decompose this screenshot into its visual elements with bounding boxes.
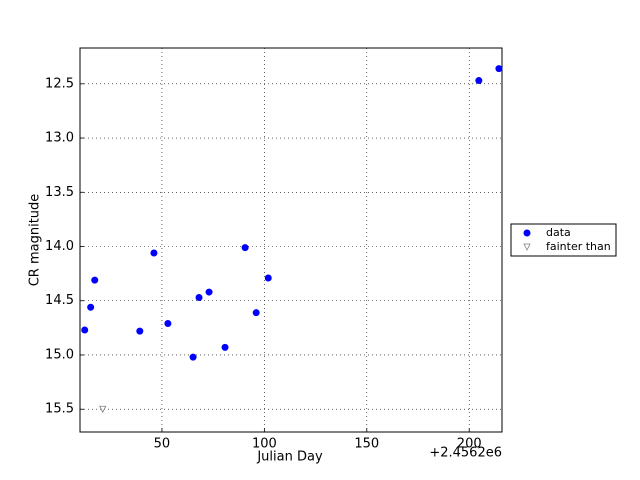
marker-circle — [195, 293, 203, 301]
marker-circle — [150, 249, 158, 257]
y-axis-label: CR magnitude — [28, 194, 43, 287]
y-tick-label: 15.5 — [45, 402, 74, 417]
marker-circle — [164, 320, 172, 328]
x-offset-label: +2.4562e6 — [429, 446, 502, 461]
plot-frame — [79, 47, 503, 433]
marker-circle — [136, 327, 144, 335]
y-tick-label: 12.5 — [45, 76, 74, 91]
legend-label: data — [546, 226, 571, 239]
marker-circle — [264, 274, 272, 282]
x-tick-label: 50 — [154, 437, 171, 452]
y-tick-label: 15.0 — [45, 347, 74, 362]
marker-circle — [189, 353, 197, 361]
marker-circle — [205, 288, 213, 296]
marker-circle — [241, 244, 249, 252]
y-tick-label: 13.5 — [45, 185, 74, 200]
marker-circle — [87, 303, 95, 311]
marker-circle — [221, 343, 229, 351]
legend-label: fainter than — [546, 240, 611, 253]
x-tick-label: 100 — [252, 437, 277, 452]
marker-circle — [475, 77, 483, 85]
marker-circle — [252, 309, 260, 317]
legend-marker — [523, 229, 531, 237]
x-axis-label: Julian Day — [256, 450, 323, 465]
y-tick-label: 14.5 — [45, 293, 74, 308]
marker-circle — [91, 276, 99, 284]
marker-circle — [81, 326, 89, 334]
legend-box — [510, 223, 617, 257]
legend-marker — [523, 243, 531, 251]
y-tick-label: 14.0 — [45, 239, 74, 254]
x-tick-label: 200 — [457, 437, 482, 452]
marker-circle — [495, 65, 503, 73]
x-tick-label: 150 — [354, 437, 379, 452]
y-tick-label: 13.0 — [45, 131, 74, 146]
marker-triangle — [99, 405, 107, 414]
